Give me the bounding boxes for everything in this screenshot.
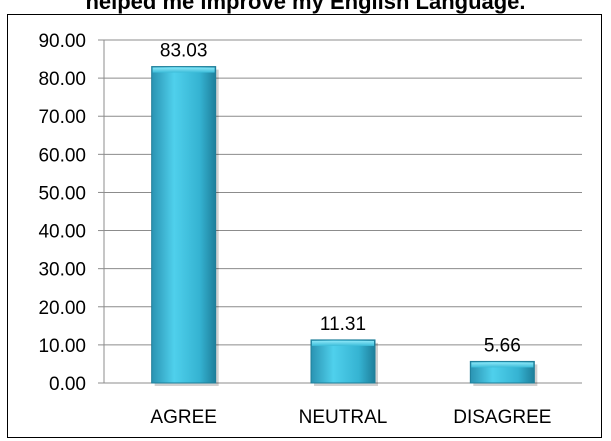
bar-disagree: 5.66 [469, 335, 538, 386]
bar-body [151, 66, 217, 384]
bar-neutral: 11.31 [310, 314, 378, 386]
x-axis: AGREE NEUTRAL DISAGREE [150, 407, 551, 428]
x-tick-label: NEUTRAL [299, 407, 388, 428]
data-label: 5.66 [484, 335, 521, 356]
y-axis: 0.00 10.00 20.00 30.00 40.00 50.00 60.00 70.00 8… [38, 31, 105, 395]
chart-title: helped me improve my English Language. [85, 0, 526, 14]
y-tick-label: 70.00 [38, 107, 86, 128]
data-label: 11.31 [320, 314, 366, 335]
y-tick-label: 80.00 [38, 69, 86, 90]
x-tick-label: AGREE [150, 407, 217, 428]
bar-agree: 83.03 [151, 41, 219, 386]
bar-body [310, 339, 376, 384]
data-label: 83.03 [160, 41, 208, 62]
bar-bevel [312, 340, 374, 346]
y-tick-label: 90.00 [38, 31, 86, 52]
y-tick-label: 30.00 [38, 260, 86, 281]
bar-bevel [471, 362, 534, 368]
bar-bevel [152, 67, 215, 73]
bars: 83.03 11.31 5.66 [151, 41, 538, 386]
x-tick-label: DISAGREE [453, 407, 551, 428]
y-tick-label: 50.00 [38, 183, 86, 204]
y-tick-label: 10.00 [38, 336, 86, 357]
y-tick-label: 0.00 [49, 374, 86, 395]
y-tick-label: 60.00 [38, 145, 86, 166]
y-tick-label: 20.00 [38, 298, 86, 319]
y-tick-label: 40.00 [38, 222, 86, 243]
